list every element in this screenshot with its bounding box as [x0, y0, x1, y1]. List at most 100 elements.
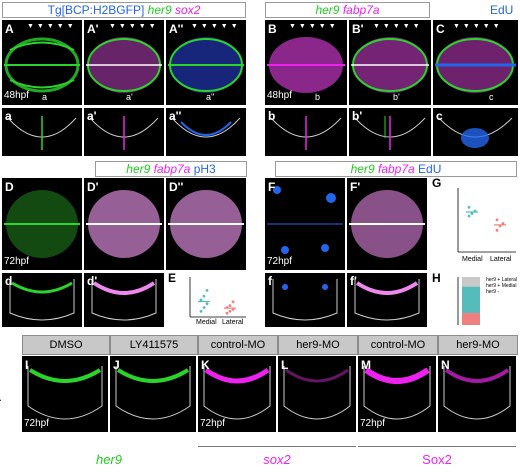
side-label: 60-72hpf — [0, 378, 20, 468]
panel-A2-image — [168, 37, 244, 93]
graph-E-points — [198, 289, 236, 315]
panel-c: c — [433, 108, 518, 156]
graph-G-svg — [457, 188, 516, 253]
bottom-divider-1 — [198, 446, 356, 447]
label-a: a — [5, 109, 12, 123]
label-A1: A' — [87, 22, 99, 36]
sublabel-a1-marker: a' — [126, 92, 133, 102]
label-M: M — [361, 358, 371, 372]
point-medial — [205, 302, 209, 306]
label-G: G — [432, 176, 442, 190]
arrowheads-B: ▼▼▼▼▼ — [289, 23, 339, 30]
label-a1: a' — [87, 109, 97, 123]
stage-72hpf-I: 72hpf — [24, 418, 50, 429]
panel-d: d — [2, 273, 82, 327]
panel-L-image — [283, 366, 351, 420]
graph-E-cat2: Lateral — [222, 319, 244, 326]
panel-A-image — [4, 37, 80, 93]
arrowheads-A2: ▼▼▼▼▼ — [191, 23, 241, 30]
stage-side: 60-72hpf — [0, 392, 2, 435]
panel-A1: A' ▼▼▼▼▼ a' — [84, 20, 164, 105]
graph-E-cat1: Medial — [196, 319, 217, 326]
sublabel-c-marker: c — [489, 92, 494, 102]
header-tl-p3: sox2 — [175, 3, 201, 17]
label-J: J — [113, 358, 120, 372]
bottom-divider-2 — [358, 446, 516, 447]
label-d1: d' — [87, 274, 98, 288]
point-lateral — [501, 222, 505, 225]
point-medial — [467, 205, 471, 209]
label-f: f — [268, 274, 272, 288]
label-I: I — [25, 358, 29, 372]
graph-G-points — [466, 205, 506, 232]
panel-d1: d' — [84, 273, 164, 327]
stage-48hpf-A: 48hpf — [4, 90, 30, 101]
panel-A1-image — [86, 37, 162, 93]
panel-a2-image — [171, 117, 241, 138]
graph-G-cat1: Medial — [462, 256, 483, 263]
panel-K: K 72hpf — [198, 356, 276, 432]
graph-H-leg3: her9 - — [486, 289, 500, 295]
label-N: N — [441, 358, 450, 372]
header-tl-p1: Tg[BCP:H2BGFP] — [47, 3, 145, 17]
panel-f: f — [265, 273, 345, 327]
panel-M: M 72hpf — [358, 356, 436, 432]
tab-control-mo-2: control-MO — [358, 335, 438, 355]
panel-F-image — [267, 186, 343, 254]
panel-f-image — [272, 279, 338, 321]
panel-C: C ▼▼▼▼▼ c — [433, 20, 518, 105]
label-H: H — [432, 271, 441, 285]
panel-B-image — [267, 37, 345, 93]
arrowheads-B1: ▼▼▼▼▼ — [373, 23, 423, 30]
label-c: c — [436, 109, 443, 123]
header-mr-p2: fabp7a — [377, 162, 415, 176]
panel-a-image — [7, 116, 77, 150]
bottom-her9: her9 — [95, 452, 123, 467]
panel-C-image — [435, 37, 516, 93]
sublabel-a-marker: a — [42, 92, 48, 102]
bar-segment-1 — [462, 286, 480, 313]
header-tr: her9 fabp7a — [265, 2, 430, 18]
header-tr-p1: her9 — [315, 3, 340, 17]
panel-M-image — [363, 366, 431, 420]
header-mr: her9 fabp7a EdU — [275, 161, 517, 177]
tab-control-mo-1: control-MO — [198, 335, 278, 355]
graph-H-svg — [457, 277, 480, 325]
panel-d1-image — [91, 279, 157, 321]
sublabel-b-marker: b — [315, 92, 321, 102]
panel-D1-image — [86, 190, 162, 258]
panel-L: L — [278, 356, 356, 432]
label-D: D — [5, 180, 14, 194]
bottom-sox2: sox2 — [263, 452, 291, 467]
panel-B: B ▼▼▼▼▼ 48hpf b — [265, 20, 347, 105]
sublabel-a2-marker: a'' — [206, 92, 215, 102]
panel-I: I 72hpf — [22, 356, 108, 432]
bar-segment-0 — [462, 313, 480, 325]
stage-72hpf-D: 72hpf — [4, 256, 30, 267]
panel-b1: b' — [349, 108, 431, 156]
stage-48hpf-B: 48hpf — [267, 90, 293, 101]
label-F1: F' — [350, 180, 361, 194]
point-lateral — [225, 311, 229, 315]
sublabel-b1-marker: b' — [393, 92, 400, 102]
panel-f1-image — [354, 279, 420, 321]
panel-f1: f' — [347, 273, 427, 327]
label-E: E — [168, 271, 177, 285]
arrowheads-C: ▼▼▼▼▼ — [453, 23, 503, 30]
header-tl-p2: her9 — [147, 3, 172, 17]
arrowheads-A1: ▼▼▼▼▼ — [109, 23, 159, 30]
panel-d-image — [9, 279, 75, 321]
stage-72hpf-F: 72hpf — [267, 256, 293, 267]
graph-E-svg — [189, 277, 246, 318]
graph-H-leg1: her9 + Lateral — [486, 277, 517, 283]
label-D2: D'' — [169, 180, 184, 194]
panel-D1: D' — [84, 178, 164, 270]
tab-her9-mo-1: her9-MO — [278, 335, 358, 355]
point-medial — [470, 212, 474, 215]
tab-ly411575: LY411575 — [110, 335, 198, 355]
panel-J-image — [115, 366, 191, 420]
header-edu: EdU — [490, 3, 514, 17]
point-medial — [202, 306, 206, 309]
panel-F1-image — [349, 190, 425, 258]
label-K: K — [201, 358, 210, 372]
